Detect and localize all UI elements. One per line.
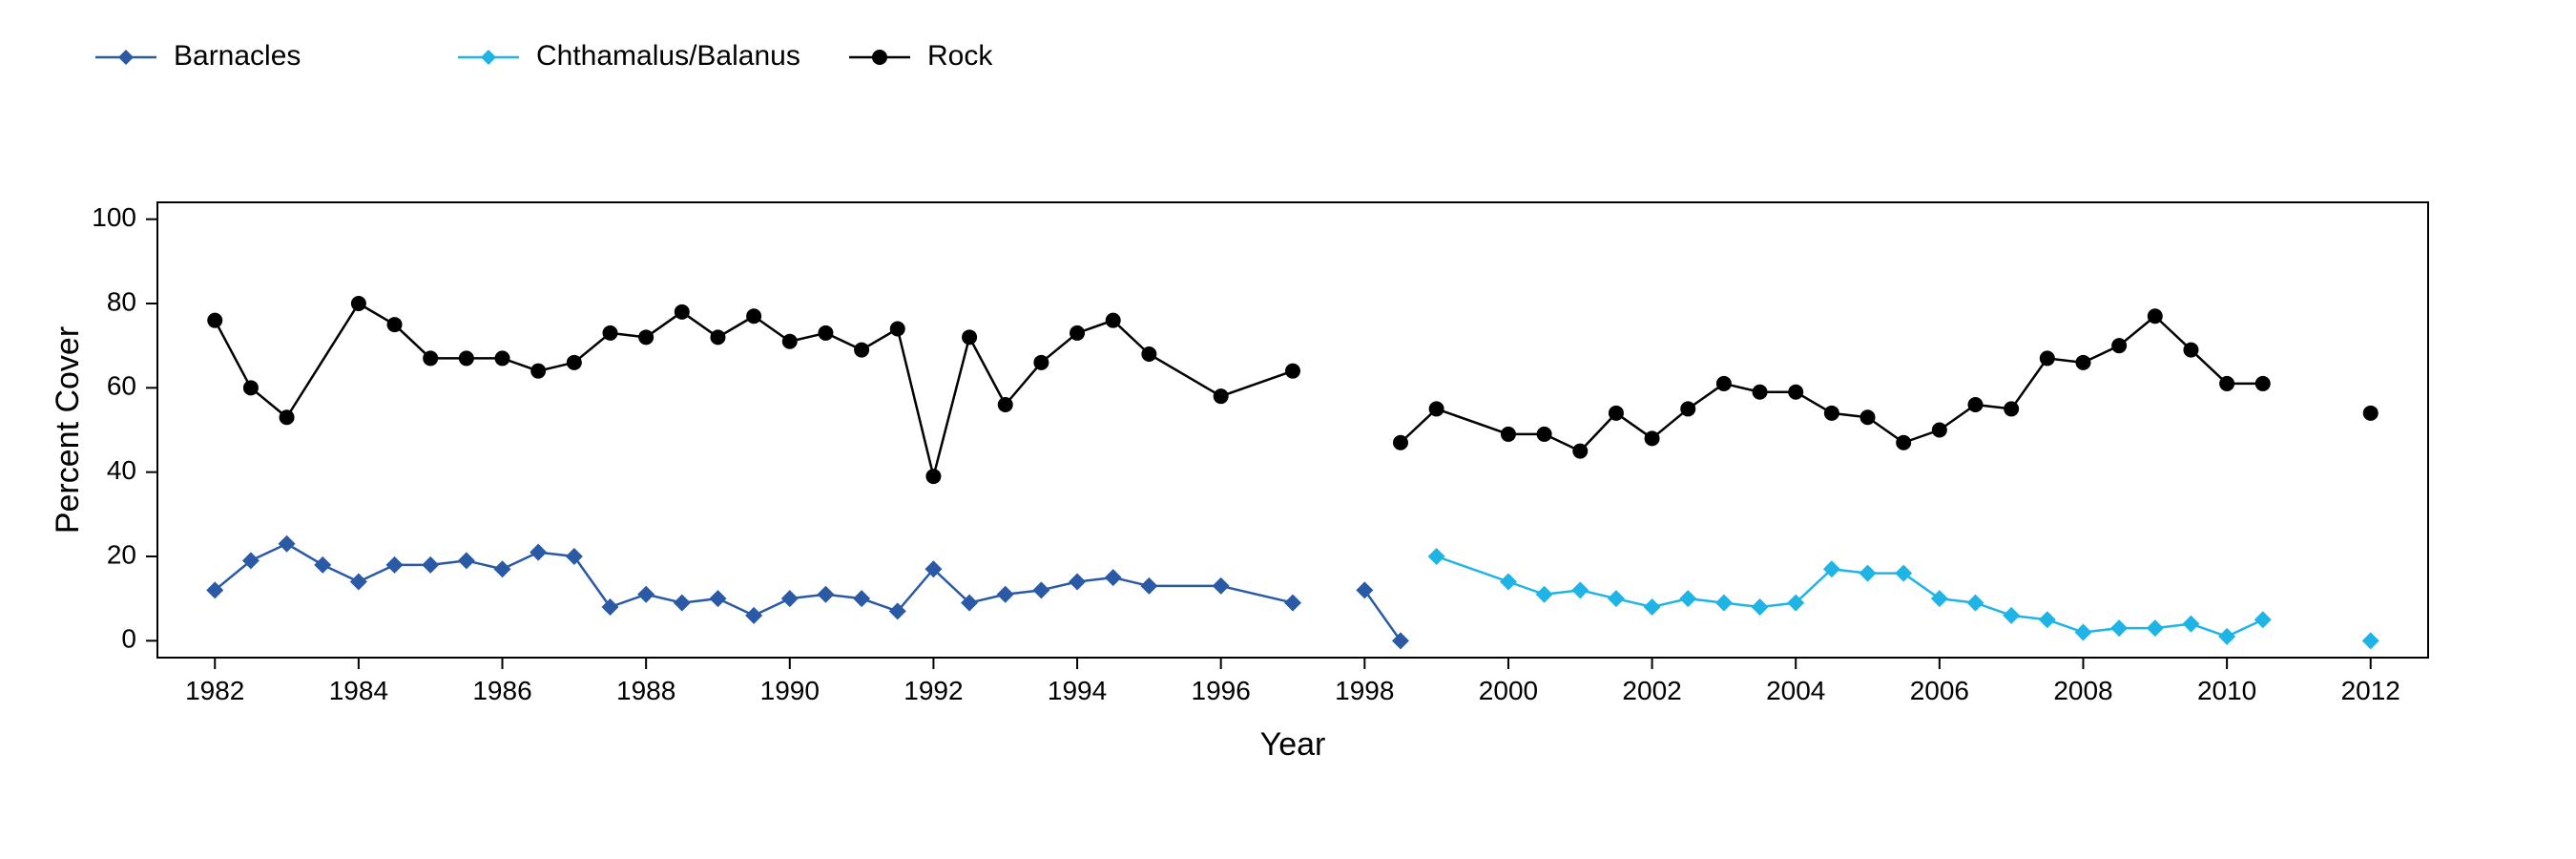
data-point (638, 329, 654, 345)
x-tick-label: 2004 (1766, 676, 1825, 705)
data-point (567, 355, 582, 370)
data-point (675, 304, 690, 320)
x-tick-label: 2010 (2197, 676, 2256, 705)
data-point (1033, 355, 1049, 370)
data-point (1824, 406, 1839, 421)
data-point (962, 329, 977, 345)
data-point (872, 50, 887, 65)
data-point (1860, 409, 1876, 425)
data-point (2148, 308, 2163, 324)
x-tick-label: 1992 (904, 676, 963, 705)
data-point (2004, 401, 2019, 416)
data-point (1609, 406, 1624, 421)
data-point (854, 343, 869, 358)
data-point (387, 317, 403, 332)
data-point (423, 350, 438, 366)
chart-container: { "chart": { "type": "line", "width": 27… (0, 0, 2576, 859)
y-tick-label: 20 (107, 539, 136, 569)
data-point (1896, 435, 1911, 450)
data-point (1932, 423, 1947, 438)
data-point (2183, 343, 2198, 358)
data-point (2075, 355, 2090, 370)
legend-label: Rock (927, 40, 993, 72)
x-axis-title: Year (1260, 726, 1326, 763)
data-point (746, 308, 761, 324)
legend-label: Barnacles (174, 40, 301, 72)
x-tick-label: 1984 (329, 676, 388, 705)
data-point (1537, 427, 1552, 442)
data-point (459, 350, 474, 366)
data-point (1214, 388, 1229, 404)
data-point (1716, 376, 1732, 391)
data-point (925, 469, 941, 484)
data-point (782, 334, 798, 349)
data-point (1393, 435, 1408, 450)
data-point (207, 313, 222, 328)
data-point (602, 325, 617, 341)
x-tick-label: 1982 (185, 676, 244, 705)
data-point (1572, 444, 1588, 459)
data-point (2040, 350, 2055, 366)
data-point (1753, 385, 1768, 400)
y-tick-label: 40 (107, 455, 136, 485)
x-tick-label: 1990 (760, 676, 820, 705)
data-point (495, 350, 510, 366)
x-tick-label: 1996 (1192, 676, 1251, 705)
y-tick-label: 60 (107, 371, 136, 401)
data-point (2219, 376, 2234, 391)
data-point (998, 397, 1013, 412)
data-point (1645, 430, 1660, 446)
data-point (818, 325, 833, 341)
data-point (351, 296, 366, 311)
y-tick-label: 80 (107, 286, 136, 316)
data-point (1429, 401, 1444, 416)
data-point (890, 322, 905, 337)
x-tick-label: 1998 (1335, 676, 1394, 705)
x-tick-label: 2008 (2053, 676, 2112, 705)
legend-label: Chthamalus/Balanus (536, 40, 800, 72)
y-tick-label: 100 (92, 202, 136, 232)
data-point (1680, 401, 1695, 416)
x-tick-label: 2000 (1479, 676, 1538, 705)
y-tick-label: 0 (121, 624, 136, 654)
data-point (530, 364, 546, 379)
data-point (1070, 325, 1085, 341)
x-tick-label: 1994 (1048, 676, 1107, 705)
data-point (1501, 427, 1516, 442)
x-tick-label: 1986 (472, 676, 531, 705)
percent-cover-chart: 0 20 40 60 80 100 Percent Cover 1982 1984 1986 198… (0, 0, 2576, 859)
data-point (243, 380, 259, 395)
x-tick-label: 2006 (1910, 676, 1969, 705)
data-point (1106, 313, 1121, 328)
data-point (710, 329, 725, 345)
data-point (2255, 376, 2271, 391)
x-tick-label: 2012 (2341, 676, 2400, 705)
x-tick-label: 1988 (616, 676, 675, 705)
data-point (1788, 385, 1803, 400)
data-point (2111, 338, 2127, 353)
data-point (1285, 364, 1300, 379)
data-point (2363, 406, 2379, 421)
x-tick-label: 2002 (1622, 676, 1681, 705)
data-point (1968, 397, 1984, 412)
data-point (280, 409, 295, 425)
y-axis-title: Percent Cover (50, 326, 86, 534)
data-point (1141, 346, 1156, 362)
